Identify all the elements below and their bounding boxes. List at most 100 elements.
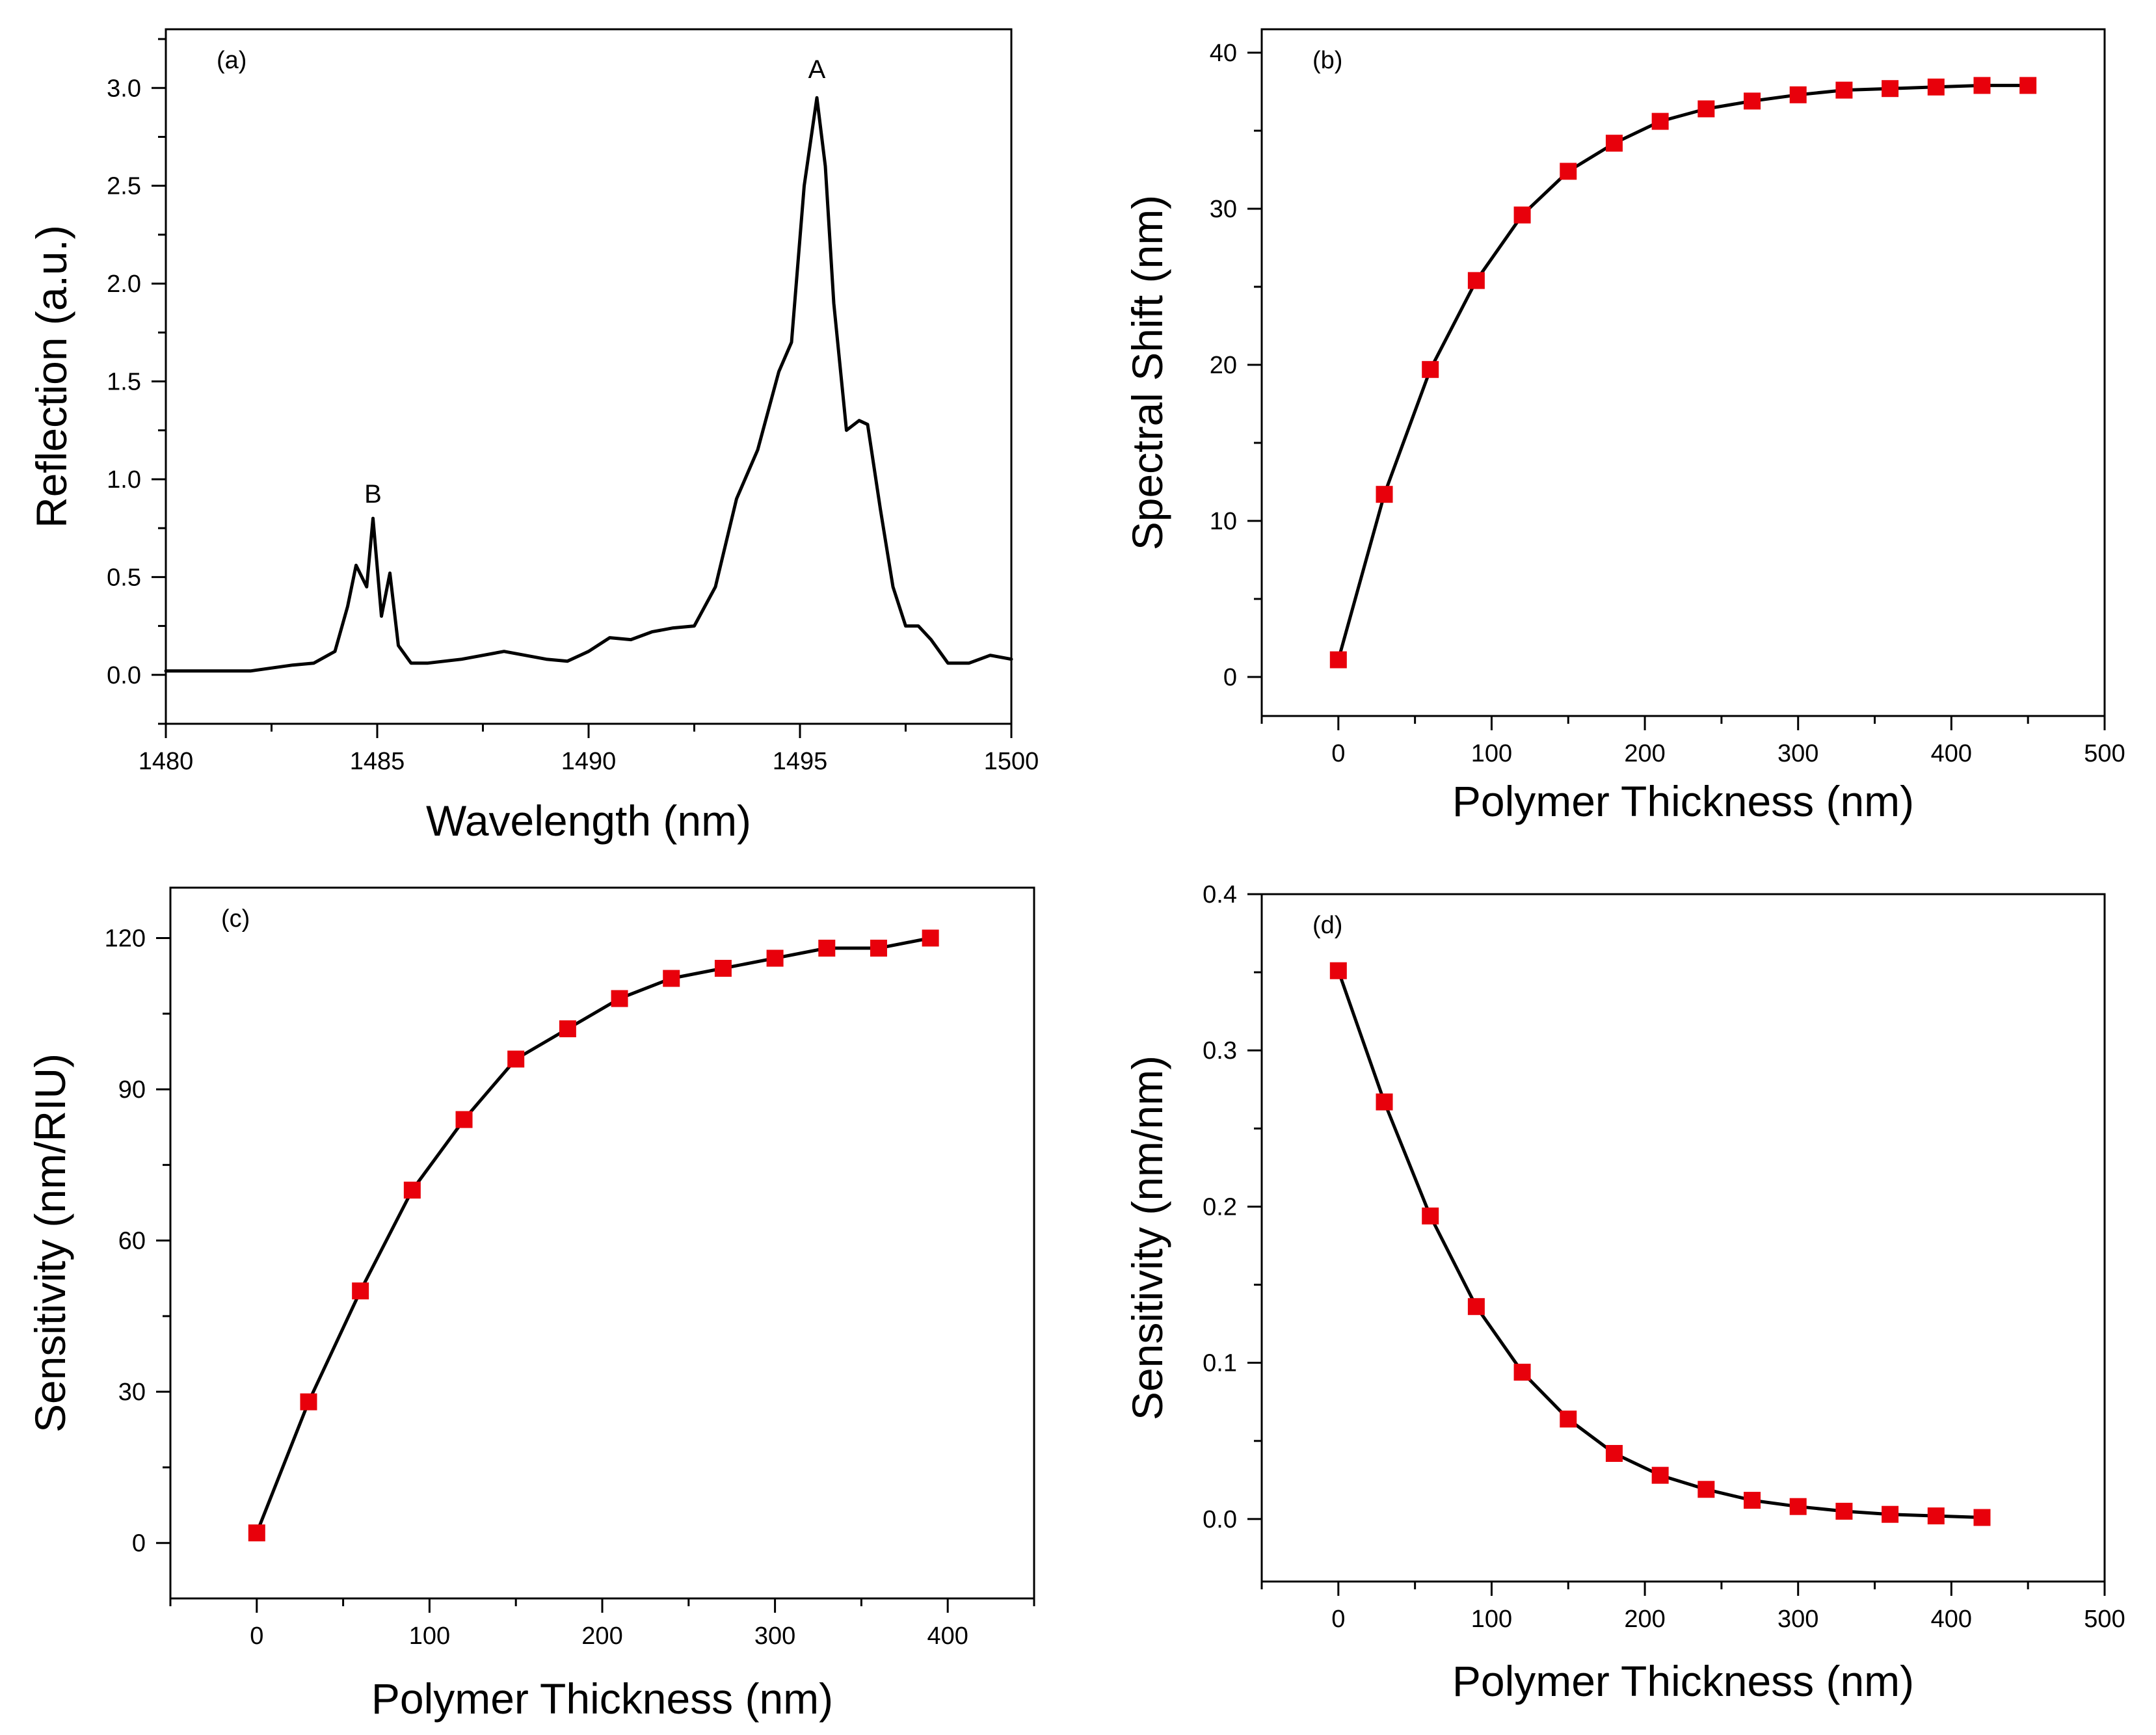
data-point xyxy=(1789,86,1807,103)
x-tick-label: 1500 xyxy=(984,748,1039,775)
peak-label-B: B xyxy=(364,480,382,509)
data-point xyxy=(1329,651,1347,669)
y-tick-label: 0.3 xyxy=(1203,1037,1237,1065)
y-tick-label: 20 xyxy=(1210,352,1237,379)
y-axis-title: Sensitivity (nm/RIU) xyxy=(26,1053,74,1433)
x-tick-label: 400 xyxy=(1931,740,1972,767)
data-point xyxy=(1973,77,1991,94)
data-point xyxy=(1376,486,1393,503)
x-tick-label: 500 xyxy=(2084,1606,2125,1633)
panel-label: (b) xyxy=(1312,47,1342,74)
data-point xyxy=(1835,81,1853,99)
x-tick-label: 200 xyxy=(1624,1606,1665,1633)
data-point xyxy=(870,940,887,957)
x-axis-title: Polymer Thickness (nm) xyxy=(1452,1657,1914,1705)
data-point xyxy=(1376,1093,1393,1111)
panel-b: 0 100 200 300 400 500 0 10 20 30 40 Polymer Thickne… xyxy=(1123,28,2125,825)
data-point xyxy=(1927,78,1945,96)
plot-frame xyxy=(1260,28,2106,717)
y-tick-label: 2.5 xyxy=(107,173,141,200)
data-point xyxy=(1697,100,1715,118)
y-tick-label: 30 xyxy=(1210,196,1237,223)
data-point xyxy=(1835,1502,1853,1520)
y-tick-label: 90 xyxy=(118,1076,146,1104)
panel-label: (d) xyxy=(1312,912,1342,939)
data-point xyxy=(1789,1498,1807,1515)
y-tick-label: 2.0 xyxy=(107,271,141,298)
y-tick-label: 0.0 xyxy=(107,662,141,689)
data-point xyxy=(818,940,836,957)
data-point xyxy=(1467,1298,1485,1316)
y-tick-label: 1.5 xyxy=(107,369,141,396)
data-point xyxy=(1329,962,1347,979)
y-tick-label: 30 xyxy=(118,1379,146,1406)
x-tick-label: 300 xyxy=(1777,740,1818,767)
data-point xyxy=(1744,1492,1761,1509)
data-point xyxy=(1605,1445,1623,1463)
x-axis-title: Polymer Thickness (nm) xyxy=(371,1675,833,1723)
y-tick-label: 0.5 xyxy=(107,564,141,591)
x-tick-label: 200 xyxy=(1624,740,1665,767)
y-axis-title: Reflection (a.u.) xyxy=(27,225,75,528)
x-axis-title: Polymer Thickness (nm) xyxy=(1452,777,1914,825)
data-point xyxy=(1422,1207,1439,1225)
y-tick-label: 10 xyxy=(1210,508,1237,535)
x-tick-label: 1485 xyxy=(350,748,405,775)
peak-label-A: A xyxy=(808,55,826,84)
plot-frame xyxy=(165,28,1013,725)
data-point xyxy=(922,929,939,947)
panel-label: (c) xyxy=(221,905,250,933)
data-point xyxy=(1651,1466,1669,1484)
y-tick-label: 0 xyxy=(132,1530,146,1557)
y-tick-label: 120 xyxy=(105,925,146,953)
data-point xyxy=(1605,135,1623,152)
data-point xyxy=(1882,80,1899,98)
data-point xyxy=(1697,1481,1715,1498)
x-tick-label: 200 xyxy=(581,1622,622,1650)
series-line xyxy=(1337,969,1984,1519)
y-tick-label: 3.0 xyxy=(107,75,141,102)
data-point xyxy=(714,960,732,977)
y-tick-label: 0.4 xyxy=(1203,881,1237,908)
data-point xyxy=(1467,272,1485,289)
plot-frame xyxy=(169,886,1035,1600)
x-tick-label: 100 xyxy=(1471,1606,1512,1633)
x-tick-label: 300 xyxy=(754,1622,795,1650)
data-point xyxy=(352,1282,369,1300)
data-point xyxy=(663,970,680,987)
data-point xyxy=(1973,1509,1991,1526)
x-tick-label: 1490 xyxy=(561,748,617,775)
x-tick-label: 0 xyxy=(250,1622,263,1650)
y-axis-title: Spectral Shift (nm) xyxy=(1123,195,1171,551)
x-tick-label: 0 xyxy=(1331,1606,1345,1633)
data-point xyxy=(1513,206,1531,224)
panel-a: 1480 1485 1490 1495 1500 0.0 0.5 1.0 1.5 2.0 2.5 3.… xyxy=(27,28,1039,845)
panel-c: 0 100 200 300 400 0 30 60 90 120 Polymer Thickness… xyxy=(26,886,1035,1723)
data-point xyxy=(1651,113,1669,130)
data-point xyxy=(611,990,628,1007)
y-tick-label: 0.1 xyxy=(1203,1350,1237,1377)
panel-d: 0 100 200 300 400 500 0.0 0.1 0.2 0.3 0.4 Polymer T… xyxy=(1123,881,2125,1705)
y-tick-label: 0.0 xyxy=(1203,1506,1237,1533)
y-axis-title: Sensitivity (nm/nm) xyxy=(1123,1055,1171,1420)
y-tick-label: 60 xyxy=(118,1228,146,1255)
series-line xyxy=(164,96,1013,673)
data-point xyxy=(1560,1411,1577,1428)
x-tick-label: 1480 xyxy=(139,748,194,775)
plot-frame xyxy=(1260,893,2106,1583)
panel-label: (a) xyxy=(217,47,246,74)
y-tick-label: 40 xyxy=(1210,40,1237,67)
data-point xyxy=(1927,1507,1945,1525)
x-tick-label: 400 xyxy=(927,1622,968,1650)
data-point xyxy=(455,1111,473,1128)
x-tick-label: 1495 xyxy=(773,748,828,775)
data-point xyxy=(1744,92,1761,110)
series-line xyxy=(1337,83,2030,662)
series-line xyxy=(255,936,933,1535)
x-axis-title: Wavelength (nm) xyxy=(426,797,751,845)
data-point xyxy=(559,1020,576,1038)
data-point xyxy=(1422,361,1439,378)
data-point xyxy=(1882,1505,1899,1523)
x-tick-label: 0 xyxy=(1331,740,1345,767)
x-tick-label: 100 xyxy=(409,1622,450,1650)
